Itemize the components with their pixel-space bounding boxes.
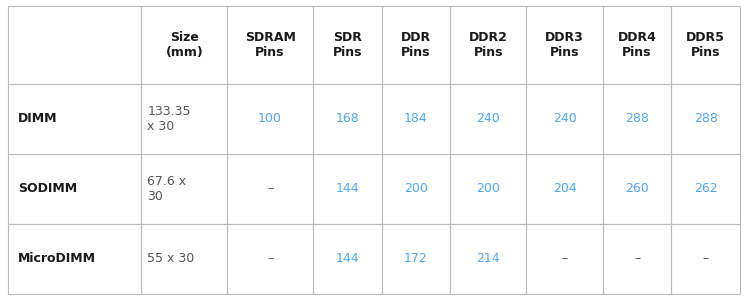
Text: –: – xyxy=(267,253,273,266)
Text: 204: 204 xyxy=(553,182,577,196)
Text: 260: 260 xyxy=(625,182,649,196)
Text: 288: 288 xyxy=(693,112,717,125)
Text: Size
(mm): Size (mm) xyxy=(165,31,203,59)
Text: 240: 240 xyxy=(553,112,577,125)
Text: 240: 240 xyxy=(476,112,500,125)
Text: 184: 184 xyxy=(404,112,428,125)
Text: 214: 214 xyxy=(476,253,500,266)
Text: –: – xyxy=(562,253,568,266)
Text: 144: 144 xyxy=(336,253,359,266)
Text: 288: 288 xyxy=(625,112,649,125)
Text: MicroDIMM: MicroDIMM xyxy=(18,253,96,266)
Text: 55 x 30: 55 x 30 xyxy=(147,253,194,266)
Text: –: – xyxy=(634,253,640,266)
Text: 172: 172 xyxy=(404,253,428,266)
Text: 144: 144 xyxy=(336,182,359,196)
Text: 100: 100 xyxy=(258,112,282,125)
Text: 262: 262 xyxy=(694,182,717,196)
Text: SDRAM
Pins: SDRAM Pins xyxy=(245,31,295,59)
Text: DDR3
Pins: DDR3 Pins xyxy=(545,31,584,59)
Text: 200: 200 xyxy=(404,182,428,196)
Text: DDR2
Pins: DDR2 Pins xyxy=(469,31,508,59)
Text: SODIMM: SODIMM xyxy=(18,182,77,196)
Text: 200: 200 xyxy=(476,182,500,196)
Text: DIMM: DIMM xyxy=(18,112,58,125)
Text: –: – xyxy=(702,253,709,266)
Text: –: – xyxy=(267,182,273,196)
Text: DDR5
Pins: DDR5 Pins xyxy=(686,31,725,59)
Text: SDR
Pins: SDR Pins xyxy=(333,31,362,59)
Text: 67.6 x
30: 67.6 x 30 xyxy=(147,175,186,203)
Text: 168: 168 xyxy=(335,112,359,125)
Text: DDR4
Pins: DDR4 Pins xyxy=(618,31,657,59)
Text: DDR
Pins: DDR Pins xyxy=(401,31,431,59)
Text: 133.35
x 30: 133.35 x 30 xyxy=(147,105,191,133)
